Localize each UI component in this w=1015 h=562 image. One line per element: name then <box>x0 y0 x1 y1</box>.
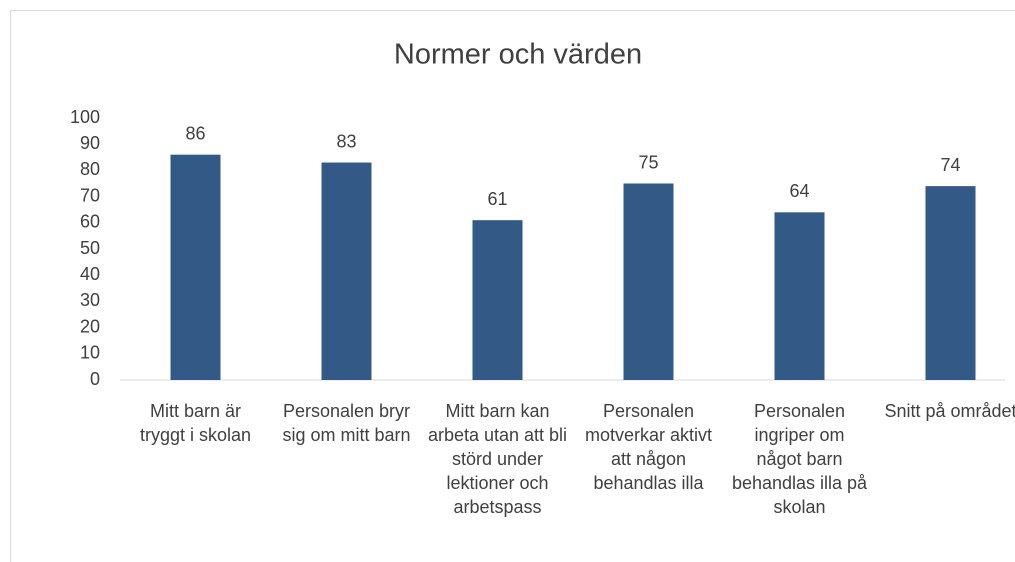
data-label: 74 <box>940 155 960 175</box>
y-tick-label: 20 <box>80 316 100 336</box>
bar <box>774 212 825 380</box>
data-label: 64 <box>789 181 809 201</box>
x-tick-label: Snitt på området <box>884 401 1015 421</box>
y-tick-label: 60 <box>80 212 100 232</box>
y-tick-label: 10 <box>80 343 100 363</box>
chart-frame <box>10 10 1015 562</box>
y-tick-label: 90 <box>80 133 100 153</box>
chart-title: Normer och värden <box>394 39 642 71</box>
y-tick-label: 70 <box>80 185 100 205</box>
y-tick-label: 100 <box>70 107 100 127</box>
bar <box>925 186 976 380</box>
x-tick-label: Mitt barn kan arbeta utan att bli störd … <box>427 401 568 517</box>
bar <box>321 162 372 380</box>
y-tick-label: 50 <box>80 238 100 258</box>
data-label: 61 <box>487 189 507 209</box>
bar <box>472 220 523 380</box>
x-tick-label: Personalen bryr sig om mitt barn <box>282 401 411 445</box>
data-label: 86 <box>185 123 205 143</box>
data-label: 83 <box>336 131 356 151</box>
y-tick-label: 30 <box>80 290 100 310</box>
bar <box>170 154 221 380</box>
x-tick-label: Personalen ingriper om något barn behand… <box>731 401 868 517</box>
y-tick-label: 40 <box>80 264 100 284</box>
bar <box>623 183 674 380</box>
y-tick-label: 0 <box>90 369 100 389</box>
x-tick-label: Mitt barn är tryggt i skolan <box>139 401 252 445</box>
x-tick-label: Personalen motverkar aktivt att någon be… <box>584 401 713 493</box>
y-tick-label: 80 <box>80 159 100 179</box>
data-label: 75 <box>638 152 658 172</box>
